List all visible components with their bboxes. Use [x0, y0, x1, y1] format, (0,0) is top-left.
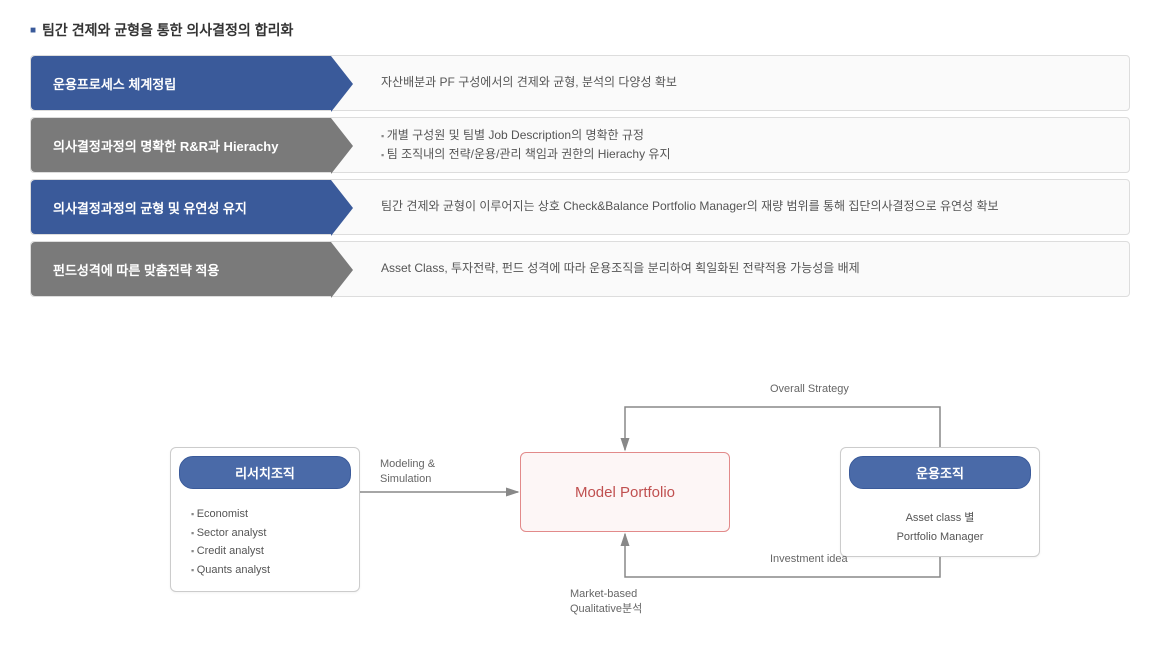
edge-label-line: Modeling & [380, 457, 435, 472]
operations-box-title: 운용조직 [849, 456, 1031, 489]
edge-label-line: Overall Strategy [770, 382, 849, 397]
operations-box-body: Asset class 별Portfolio Manager [841, 497, 1039, 564]
operations-box: 운용조직 Asset class 별Portfolio Manager [840, 447, 1040, 557]
operations-line: Asset class 별 [851, 509, 1029, 528]
research-box-body: EconomistSector analystCredit analystQua… [171, 497, 359, 594]
research-box: 리서치조직 EconomistSector analystCredit analy… [170, 447, 360, 592]
process-row: 의사결정과정의 균형 및 유연성 유지 팀간 견제와 균형이 이루어지는 상호 C… [30, 179, 1130, 235]
org-diagram: 리서치조직 EconomistSector analystCredit analy… [30, 352, 1130, 652]
process-row-body: 팀간 견제와 균형이 이루어지는 상호 Check&Balance Portfo… [331, 180, 1129, 234]
edge-label-investment: Investment idea [770, 552, 848, 567]
process-row-header: 의사결정과정의 균형 및 유연성 유지 [31, 180, 331, 234]
process-row-header: 의사결정과정의 명확한 R&R과 Hierachy [31, 118, 331, 172]
edge-label-line: Simulation [380, 472, 435, 487]
process-row-line: Asset Class, 투자전략, 펀드 성격에 따라 운용조직을 분리하여 … [381, 259, 1129, 278]
edge-label-market: Market-basedQualitative분석 [570, 587, 642, 618]
operations-line: Portfolio Manager [851, 528, 1029, 547]
process-row-line: 팀간 견제와 균형이 이루어지는 상호 Check&Balance Portfo… [381, 197, 1129, 216]
research-item: Economist [191, 505, 339, 524]
section-title-text: 팀간 견제와 균형을 통한 의사결정의 합리화 [42, 20, 293, 40]
edge-label-line: Market-based [570, 587, 642, 602]
process-row: 펀드성격에 따른 맞춤전략 적용 Asset Class, 투자전략, 펀드 성격… [30, 241, 1130, 297]
process-row: 의사결정과정의 명확한 R&R과 Hierachy개별 구성원 및 팀별 Job… [30, 117, 1130, 173]
process-row-body: 개별 구성원 및 팀별 Job Description의 명확한 규정팀 조직내… [331, 118, 1129, 172]
research-item: Sector analyst [191, 524, 339, 543]
process-row-body: Asset Class, 투자전략, 펀드 성격에 따라 운용조직을 분리하여 … [331, 242, 1129, 296]
process-row-header: 펀드성격에 따른 맞춤전략 적용 [31, 242, 331, 296]
research-box-title: 리서치조직 [179, 456, 351, 489]
process-rows: 운용프로세스 체계정립 자산배분과 PF 구성에서의 견제와 균형, 분석의 다양… [30, 55, 1130, 297]
model-portfolio-box: Model Portfolio [520, 452, 730, 532]
research-item: Credit analyst [191, 542, 339, 561]
process-row-line: 팀 조직내의 전략/운용/관리 책임과 권한의 Hierachy 유지 [381, 145, 1129, 164]
process-row-line: 자산배분과 PF 구성에서의 견제와 균형, 분석의 다양성 확보 [381, 73, 1129, 92]
edge-label-line: Investment idea [770, 552, 848, 567]
edge-label-overall: Overall Strategy [770, 382, 849, 397]
process-row-header: 운용프로세스 체계정립 [31, 56, 331, 110]
process-row: 운용프로세스 체계정립 자산배분과 PF 구성에서의 견제와 균형, 분석의 다양… [30, 55, 1130, 111]
research-item: Quants analyst [191, 561, 339, 580]
process-row-body: 자산배분과 PF 구성에서의 견제와 균형, 분석의 다양성 확보 [331, 56, 1129, 110]
edge-label-modeling: Modeling &Simulation [380, 457, 435, 488]
section-title: 팀간 견제와 균형을 통한 의사결정의 합리화 [30, 20, 1130, 40]
process-row-line: 개별 구성원 및 팀별 Job Description의 명확한 규정 [381, 126, 1129, 145]
edge-label-line: Qualitative분석 [570, 602, 642, 617]
